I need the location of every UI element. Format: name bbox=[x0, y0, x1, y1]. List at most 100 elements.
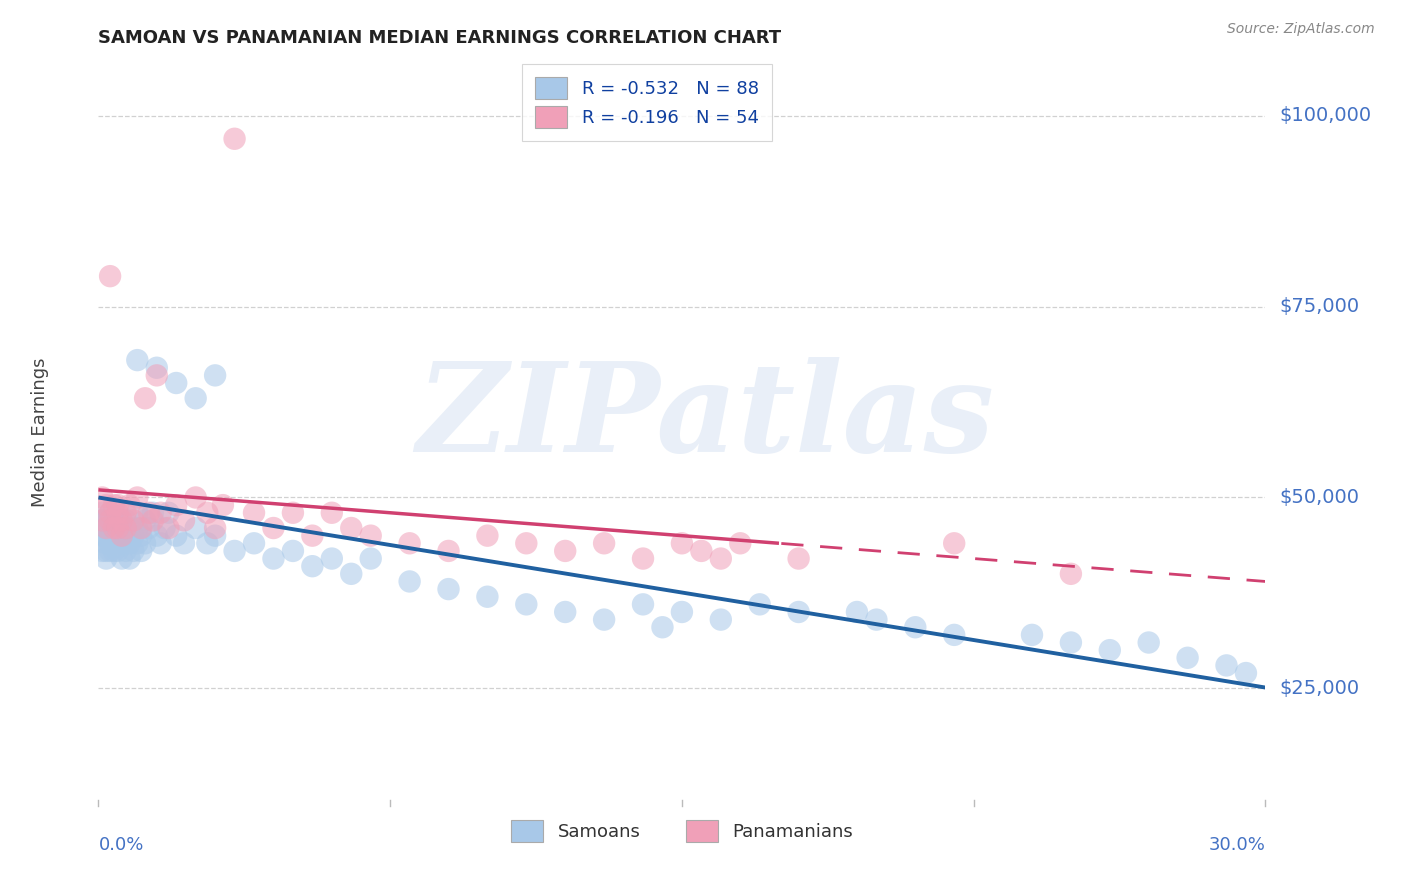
Point bbox=[149, 506, 172, 520]
Point bbox=[360, 551, 382, 566]
Point bbox=[114, 506, 136, 520]
Point bbox=[103, 521, 125, 535]
Point bbox=[103, 536, 125, 550]
Text: $75,000: $75,000 bbox=[1279, 297, 1360, 316]
Point bbox=[165, 529, 187, 543]
Point bbox=[91, 506, 114, 520]
Point bbox=[98, 506, 121, 520]
Point bbox=[398, 574, 420, 589]
Point bbox=[118, 551, 141, 566]
Point bbox=[96, 498, 118, 512]
Point bbox=[262, 551, 284, 566]
Point bbox=[98, 544, 121, 558]
Point bbox=[111, 521, 134, 535]
Point bbox=[631, 598, 654, 612]
Point bbox=[138, 521, 160, 535]
Text: SAMOAN VS PANAMANIAN MEDIAN EARNINGS CORRELATION CHART: SAMOAN VS PANAMANIAN MEDIAN EARNINGS COR… bbox=[98, 29, 782, 47]
Point bbox=[1098, 643, 1121, 657]
Point bbox=[1021, 628, 1043, 642]
Point bbox=[134, 536, 156, 550]
Point bbox=[96, 521, 118, 535]
Point bbox=[184, 491, 207, 505]
Point bbox=[122, 513, 145, 527]
Point bbox=[146, 368, 169, 383]
Point bbox=[224, 544, 246, 558]
Point bbox=[787, 605, 810, 619]
Point bbox=[107, 521, 129, 535]
Point bbox=[103, 498, 125, 512]
Point bbox=[787, 551, 810, 566]
Point bbox=[91, 513, 114, 527]
Point bbox=[122, 529, 145, 543]
Point bbox=[107, 521, 129, 535]
Text: Source: ZipAtlas.com: Source: ZipAtlas.com bbox=[1227, 22, 1375, 37]
Point bbox=[173, 513, 195, 527]
Point bbox=[515, 536, 537, 550]
Point bbox=[118, 498, 141, 512]
Point bbox=[103, 521, 125, 535]
Point bbox=[212, 498, 235, 512]
Text: 0.0%: 0.0% bbox=[98, 836, 143, 855]
Point bbox=[129, 521, 152, 535]
Point bbox=[1234, 666, 1257, 681]
Point bbox=[437, 582, 460, 596]
Point bbox=[114, 544, 136, 558]
Point bbox=[111, 513, 134, 527]
Point bbox=[134, 391, 156, 405]
Point bbox=[281, 506, 304, 520]
Point bbox=[103, 544, 125, 558]
Point bbox=[1060, 635, 1083, 649]
Point bbox=[142, 506, 165, 520]
Point bbox=[690, 544, 713, 558]
Point bbox=[96, 536, 118, 550]
Point bbox=[904, 620, 927, 634]
Point bbox=[184, 521, 207, 535]
Point bbox=[262, 521, 284, 535]
Point bbox=[710, 613, 733, 627]
Text: 30.0%: 30.0% bbox=[1209, 836, 1265, 855]
Point bbox=[748, 598, 770, 612]
Point bbox=[671, 536, 693, 550]
Point bbox=[554, 605, 576, 619]
Point bbox=[865, 613, 887, 627]
Point bbox=[122, 544, 145, 558]
Point bbox=[321, 506, 343, 520]
Point bbox=[157, 506, 180, 520]
Point bbox=[146, 529, 169, 543]
Point bbox=[943, 536, 966, 550]
Point bbox=[98, 269, 121, 284]
Point bbox=[107, 513, 129, 527]
Point bbox=[243, 536, 266, 550]
Point bbox=[114, 521, 136, 535]
Point bbox=[224, 132, 246, 146]
Point bbox=[943, 628, 966, 642]
Point bbox=[204, 529, 226, 543]
Text: Median Earnings: Median Earnings bbox=[31, 358, 49, 508]
Point bbox=[98, 529, 121, 543]
Point bbox=[1137, 635, 1160, 649]
Point bbox=[730, 536, 752, 550]
Point bbox=[114, 529, 136, 543]
Point bbox=[114, 513, 136, 527]
Point bbox=[173, 536, 195, 550]
Point bbox=[593, 613, 616, 627]
Point bbox=[204, 521, 226, 535]
Point bbox=[165, 376, 187, 390]
Point bbox=[96, 513, 118, 527]
Point bbox=[301, 529, 323, 543]
Point bbox=[98, 521, 121, 535]
Point bbox=[165, 498, 187, 512]
Point bbox=[127, 536, 149, 550]
Text: $100,000: $100,000 bbox=[1279, 106, 1371, 126]
Point bbox=[846, 605, 869, 619]
Point bbox=[554, 544, 576, 558]
Text: $25,000: $25,000 bbox=[1279, 679, 1360, 698]
Point bbox=[107, 529, 129, 543]
Point bbox=[91, 513, 114, 527]
Point bbox=[360, 529, 382, 543]
Point bbox=[107, 498, 129, 512]
Point bbox=[281, 544, 304, 558]
Point bbox=[631, 551, 654, 566]
Point bbox=[129, 544, 152, 558]
Point bbox=[437, 544, 460, 558]
